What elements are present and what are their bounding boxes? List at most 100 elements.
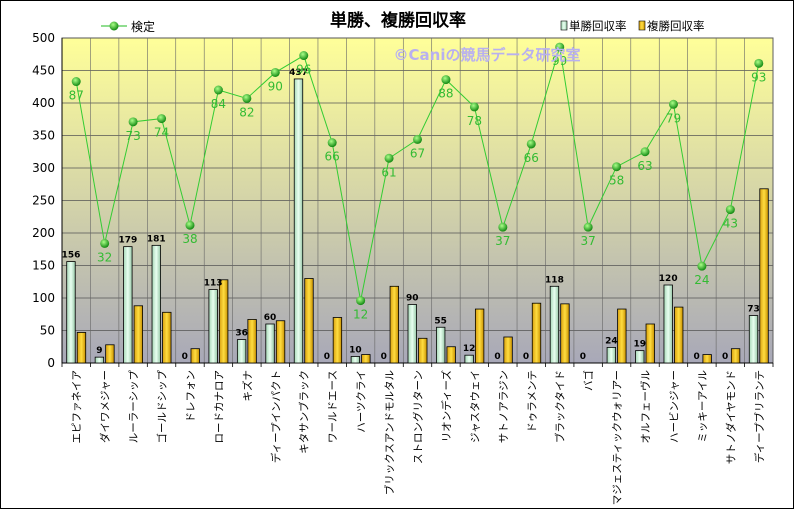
x-category-label: キズナ [241,370,254,402]
bar-place-return [560,303,570,364]
data-label-win: 120 [659,274,678,284]
bar-place-return [162,311,172,364]
data-label-kentei: 87 [69,89,84,103]
line-point-kentei [242,93,252,103]
bar-place-return [219,279,229,364]
x-category-label: ゴールドシップ [156,370,169,444]
x-category-label: ドレフォン [185,370,197,423]
line-point-kentei [100,238,110,248]
line-point-kentei [697,261,707,271]
bar-win-return [208,289,218,364]
x-category-label: ディープブリランテ [753,370,766,463]
bar-win-return [66,261,76,364]
data-label-win: 0 [494,352,500,362]
data-label-kentei: 43 [723,217,738,231]
x-category-label: ジャスタウェイ [469,370,481,443]
x-category-label: リオンディーズ [440,370,453,442]
data-label-win: 0 [523,352,529,362]
bar-win-return [748,315,759,364]
legend: 検定 単勝回収率 複勝回収率 [101,19,705,34]
bar-place-return [418,337,428,364]
data-label-win: 113 [204,279,223,289]
line-point-kentei [384,153,394,163]
bar-place-return [332,317,343,364]
data-label-kentei: 66 [325,150,340,164]
bar-win-return [94,356,105,364]
bar-place-return [361,354,371,364]
data-label-kentei: 96 [296,63,311,77]
legend-swatch-win [560,20,568,31]
data-label-kentei: 37 [580,234,595,248]
bar-place-return [275,320,286,364]
line-point-kentei [71,77,81,87]
bar-place-return [190,348,200,364]
x-category-label: ドゥラメンテ [526,370,538,433]
data-label-win: 0 [722,352,728,362]
line-point-kentei [526,139,536,149]
data-label-win: 0 [694,352,700,362]
data-label-win: 0 [324,352,330,362]
data-label-kentei: 24 [694,273,709,287]
bar-place-return [702,354,712,364]
bar-win-return [407,304,417,364]
bar-win-return [151,244,161,364]
x-category-label: ディープインパクト [269,370,282,463]
data-label-win: 181 [147,234,166,244]
bar-win-return [663,284,673,364]
data-label-win: 19 [634,340,647,350]
y-tick-label: 500 [32,31,55,45]
data-label-kentei: 88 [438,87,453,101]
x-category-label: ミッキーアイル [697,370,709,443]
x-category-label: バゴ [582,370,595,391]
data-label-kentei: 63 [637,159,652,173]
data-label-kentei: 74 [154,126,169,140]
bar-place-return [474,308,485,364]
bar-win-return [606,346,616,364]
x-category-label: オルフェーヴル [639,370,652,444]
y-tick-label: 250 [32,194,55,208]
y-tick-label: 400 [32,96,55,110]
data-label-win: 10 [349,346,362,356]
data-label-kentei: 78 [467,114,482,128]
bar-place-return [645,323,655,364]
x-category-label: ハービンジャー [668,370,680,443]
bar-place-return [133,305,144,364]
data-label-kentei: 79 [666,111,681,125]
line-point-kentei [498,222,508,232]
x-category-label: ブラックタイド [554,370,567,443]
data-label-kentei: 32 [97,250,112,264]
bar-place-return [247,319,257,364]
y-tick-label: 350 [32,129,55,143]
legend-label-kentei: 検定 [131,19,155,34]
data-label-win: 24 [605,336,618,346]
x-category-label: ダイワメジャー [99,370,112,443]
data-label-kentei: 38 [182,232,197,246]
data-label-win: 90 [406,294,419,304]
data-label-kentei: 90 [268,79,283,93]
x-category-label: ストロングリターン [412,370,425,464]
data-label-win: 60 [264,313,277,323]
x-category-label: ルーラーシップ [128,370,140,444]
legend-label-place: 複勝回収率 [647,19,705,33]
x-category-label: サトノダイヤモンド [724,370,737,464]
legend-dot-swatch [109,21,119,31]
line-point-kentei [668,99,678,109]
bar-place-return [674,306,684,364]
x-category-label: サトノアラジン [498,370,510,443]
bar-place-return [304,278,314,364]
y-tick-label: 300 [32,161,55,175]
line-point-kentei [128,117,138,127]
bar-place-return [730,348,741,364]
line-point-kentei [157,114,167,124]
line-point-kentei [612,162,622,172]
legend-swatch-place [638,20,646,31]
line-point-kentei [327,138,337,148]
bar-place-return [503,336,513,364]
x-category-label: エピファネイア [71,370,83,444]
bar-win-return [549,285,560,364]
y-tick-label: 450 [32,64,55,78]
data-label-kentei: 93 [751,70,766,84]
data-label-win: 0 [381,352,387,362]
y-tick-label: 100 [32,291,55,305]
